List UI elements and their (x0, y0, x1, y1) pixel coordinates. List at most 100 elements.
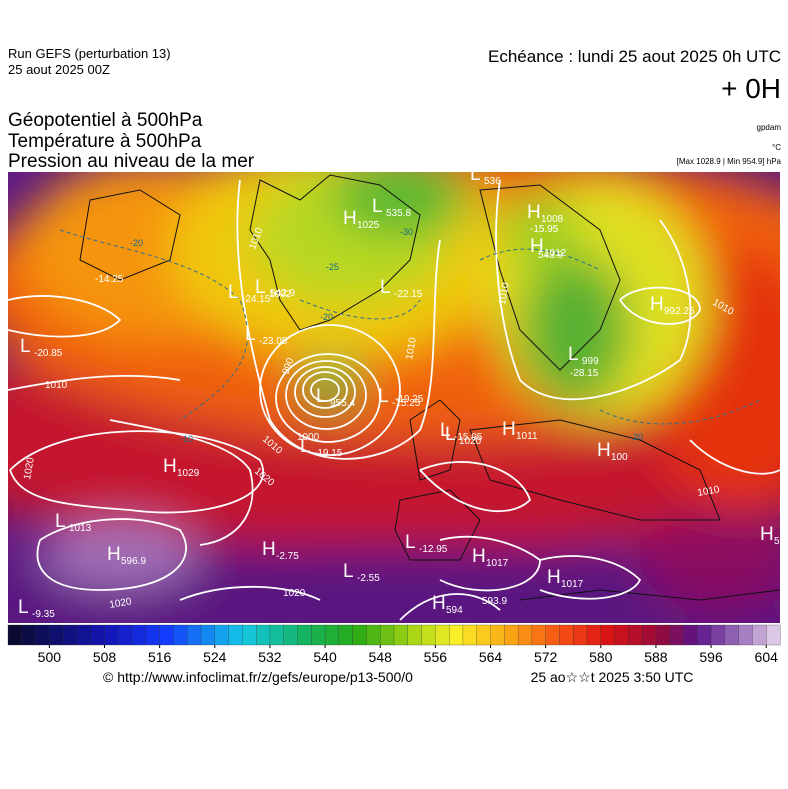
isotherm-label: -30 (400, 227, 413, 237)
run: Run GEFS (perturbation 13) (8, 46, 171, 61)
colorbar-swatch (573, 624, 588, 646)
pressure-center-value: 100 (611, 452, 628, 463)
pressure-center-letter: H (262, 539, 276, 560)
pressure-center-value: 596.9 (121, 556, 146, 567)
pressure-center-value: 594 (446, 605, 463, 616)
colorbar-swatch (7, 624, 23, 646)
colorbar-swatch (448, 624, 464, 646)
pressure-center-value: -15.25 (392, 398, 421, 409)
isobar-label: 1010 (697, 484, 721, 499)
colorbar-swatch (766, 624, 781, 646)
field: Température à 500hPa (8, 131, 202, 152)
colorbar-swatch (283, 624, 298, 646)
isobar-label: 1020 (22, 456, 37, 480)
colorbar-tick-label: 508 (93, 649, 117, 665)
colorbar-swatch (49, 624, 64, 646)
colorbar-swatch (683, 624, 698, 646)
colorbar-swatch (421, 624, 436, 646)
field-value-label: 593.9 (482, 596, 507, 607)
pressure-center-value: 1017 (486, 558, 509, 569)
colorbar-swatch (338, 624, 354, 646)
source-url: © http://www.infoclimat.fr/z/gefs/europe… (103, 669, 413, 685)
colorbar-swatch (545, 624, 560, 646)
isobar-label: 1000 (297, 432, 320, 443)
pressure-center-letter: H (432, 593, 446, 614)
colorbar-swatch (90, 624, 105, 646)
field-value-label: -14.25 (95, 274, 124, 285)
colorbar-tick-label: 548 (369, 649, 393, 665)
isobar-label: 1020 (283, 588, 306, 599)
colorbar: 500 508 516 524 532 540 548 556 564 572 580 588 596 6… (7, 624, 781, 665)
colorbar-swatch (669, 624, 684, 646)
pressure-center-letter: L (378, 386, 389, 407)
colorbar-tick-label: 564 (479, 649, 503, 665)
pressure-center-letter: L (255, 277, 266, 298)
pressure-center-letter: H (650, 294, 664, 315)
pressure-center-value: -15.95 (454, 432, 483, 443)
field: Géopotentiel à 500hPa (8, 110, 203, 131)
pressure-center-letter: L (316, 386, 327, 407)
pressure-center-letter: L (20, 336, 31, 357)
colorbar-swatch (738, 624, 753, 646)
pressure-center-value: 992.25 (664, 306, 695, 317)
field-value-label: -15.95 (530, 224, 559, 235)
colorbar-swatch (118, 624, 133, 646)
isotherm-label: -10 (180, 434, 193, 444)
colorbar-swatch (214, 624, 230, 646)
pressure-center-value: 536 (484, 176, 501, 187)
pressure-center-value: 955.4 (330, 398, 355, 409)
pressure-center-letter: H (597, 440, 611, 461)
colorbar-swatch (352, 624, 367, 646)
pressure-center-value: 1011 (516, 431, 538, 442)
pressure-center-value: 1029 (177, 468, 200, 479)
colorbar-swatch (255, 624, 271, 646)
colorbar-swatch (200, 624, 216, 646)
pressure-center-letter: H (530, 236, 544, 257)
colorbar-swatch (752, 624, 767, 646)
pressure-center-letter: H (107, 544, 121, 565)
pressure-center-value: 1013 (69, 523, 92, 534)
pressure-center-value: -24.15 (242, 294, 271, 305)
colorbar-swatch (586, 624, 602, 646)
colorbar-swatch (145, 624, 161, 646)
colorbar-swatch (173, 624, 188, 646)
colorbar-swatch (531, 624, 547, 646)
colorbar-swatch (435, 624, 450, 646)
pressure-center-letter: L (245, 324, 256, 345)
colorbar-swatch (228, 624, 243, 646)
colorbar-swatch (628, 624, 643, 646)
pressure-center-letter: L (380, 277, 391, 298)
pressure-center-value: -20.85 (34, 348, 63, 359)
pressure-center-letter: L (568, 344, 579, 365)
pressure-center-value: -19.15 (314, 448, 343, 459)
colorbar-swatch (476, 624, 491, 646)
pressure-center-letter: H (547, 567, 561, 588)
offset: + 0H (721, 73, 781, 104)
field-value-label: 543.9 (538, 250, 563, 261)
colorbar-swatch (35, 624, 50, 646)
colorbar-swatch (380, 624, 395, 646)
pressure-center-letter: H (163, 456, 177, 477)
pressure-center-value: -12.95 (419, 544, 448, 555)
colorbar-tick-label: 556 (424, 649, 448, 665)
colorbar-swatch (697, 624, 712, 646)
isobar-label: 1010 (497, 281, 512, 305)
colorbar-tick-label: 580 (589, 649, 613, 665)
pressure-center-value: 5 (774, 536, 780, 547)
colorbar-swatch (641, 624, 657, 646)
pressure-center-value: 1002 (269, 289, 292, 300)
colorbar-swatch (407, 624, 423, 646)
field-value-label: -28.15 (570, 368, 599, 379)
timestamp: 25 ao☆☆t 2025 3:50 UTC (531, 669, 694, 685)
pressure-center-letter: H (502, 419, 516, 440)
colorbar-swatch (600, 624, 616, 646)
pressure-center-value: -2.75 (276, 551, 299, 562)
pressure-center-letter: H (527, 202, 541, 223)
pressure-center-letter: L (445, 424, 456, 445)
colorbar-swatch (76, 624, 92, 646)
isotherm-label: -20 (320, 312, 333, 322)
pressure-center-letter: L (18, 597, 29, 618)
